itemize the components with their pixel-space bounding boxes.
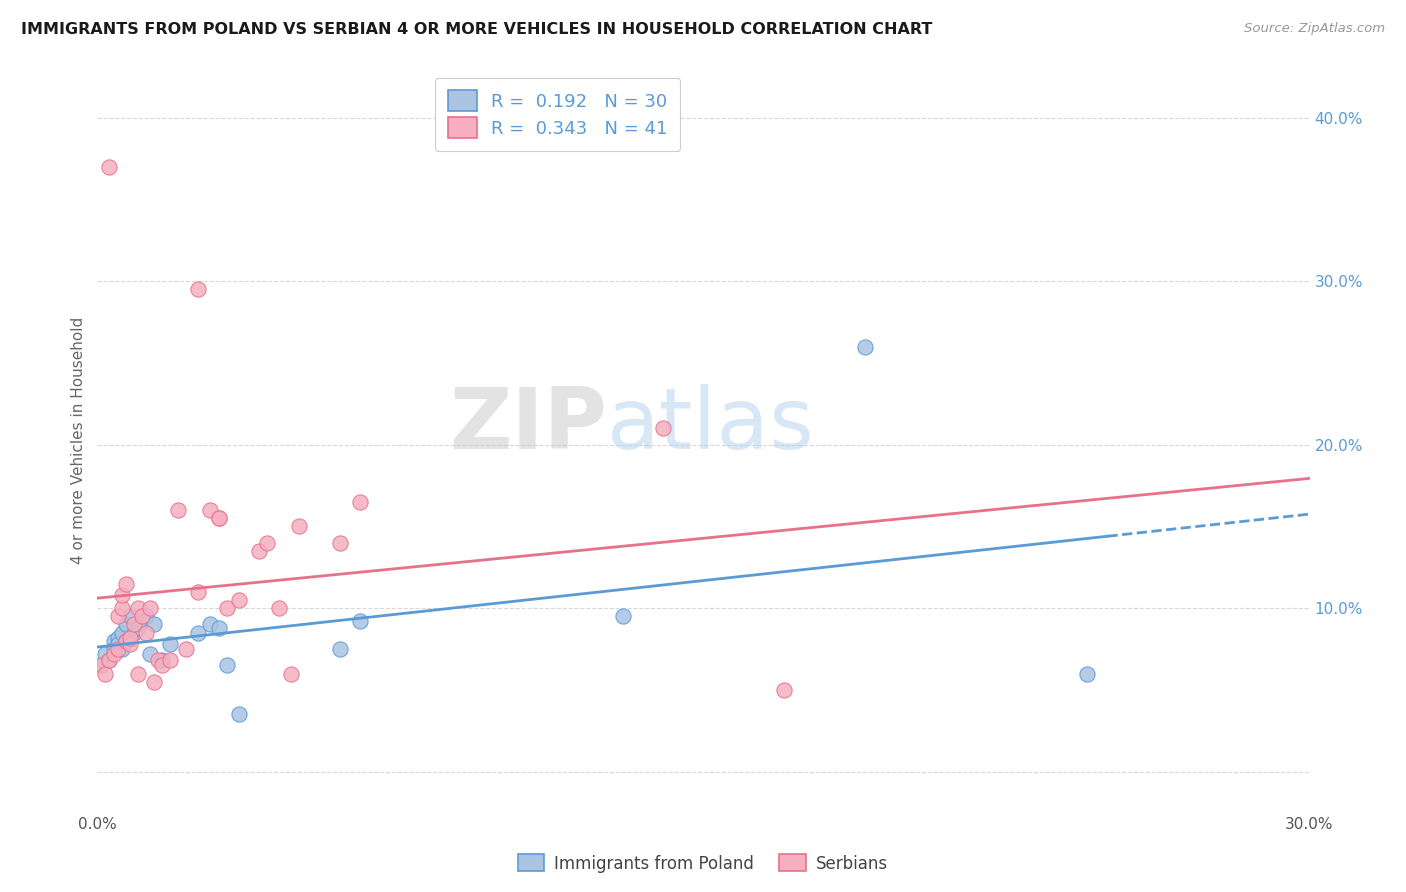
Point (146, 653, 169, 667)
Point (207, 511, 229, 525)
Point (127, 621, 149, 635)
Point (269, 601, 291, 615)
Point (187, 584, 209, 599)
Point (98, 653, 121, 667)
Point (329, 535, 352, 549)
Point (127, 666, 149, 681)
Point (103, 633, 125, 648)
Point (110, 642, 132, 657)
Point (103, 647, 125, 661)
Point (122, 625, 145, 640)
Point (773, 682, 796, 697)
Point (114, 617, 136, 632)
Point (110, 588, 132, 602)
Text: atlas: atlas (606, 384, 814, 467)
Point (187, 282, 209, 296)
Point (122, 617, 145, 632)
Legend: R =  0.192   N = 30, R =  0.343   N = 41: R = 0.192 N = 30, R = 0.343 N = 41 (436, 78, 681, 151)
Point (110, 601, 132, 615)
Point (159, 653, 181, 667)
Text: ZIP: ZIP (449, 384, 606, 467)
Point (187, 625, 209, 640)
Point (612, 609, 634, 624)
Point (142, 617, 165, 632)
Point (150, 653, 173, 667)
Point (349, 495, 371, 509)
Point (139, 647, 162, 661)
Point (174, 642, 197, 657)
Point (110, 625, 132, 640)
Point (107, 637, 129, 651)
Point (114, 576, 136, 591)
Point (107, 609, 129, 624)
Point (142, 674, 165, 689)
Point (139, 601, 162, 615)
Point (131, 614, 153, 628)
Point (1076, 666, 1098, 681)
Point (118, 637, 141, 651)
Point (98, 160, 121, 174)
Point (114, 633, 136, 648)
Text: Source: ZipAtlas.com: Source: ZipAtlas.com (1244, 22, 1385, 36)
Point (103, 642, 125, 657)
Point (215, 601, 238, 615)
Point (118, 609, 141, 624)
Point (131, 609, 153, 624)
Point (114, 633, 136, 648)
Point (207, 621, 229, 635)
Point (98, 653, 121, 667)
Point (90, 658, 112, 673)
Point (127, 601, 149, 615)
Point (853, 339, 876, 353)
Point (228, 707, 250, 722)
Point (256, 535, 278, 549)
Point (107, 631, 129, 645)
Legend: Immigrants from Poland, Serbians: Immigrants from Poland, Serbians (512, 847, 894, 880)
Point (135, 609, 157, 624)
Point (200, 503, 222, 517)
Point (228, 593, 250, 607)
Text: IMMIGRANTS FROM POLAND VS SERBIAN 4 OR MORE VEHICLES IN HOUSEHOLD CORRELATION CH: IMMIGRANTS FROM POLAND VS SERBIAN 4 OR M… (21, 22, 932, 37)
Point (200, 617, 222, 632)
Y-axis label: 4 or more Vehicles in Household: 4 or more Vehicles in Household (72, 317, 86, 564)
Point (215, 658, 238, 673)
Point (135, 625, 157, 640)
Point (329, 642, 352, 657)
Point (159, 637, 181, 651)
Point (167, 503, 190, 517)
Point (652, 421, 675, 435)
Point (90, 658, 112, 673)
Point (288, 519, 311, 533)
Point (94, 666, 117, 681)
Point (118, 631, 141, 645)
Point (207, 511, 229, 525)
Point (349, 614, 371, 628)
Point (150, 658, 173, 673)
Point (107, 642, 129, 657)
Point (94, 647, 117, 661)
Point (247, 544, 270, 558)
Point (280, 666, 302, 681)
